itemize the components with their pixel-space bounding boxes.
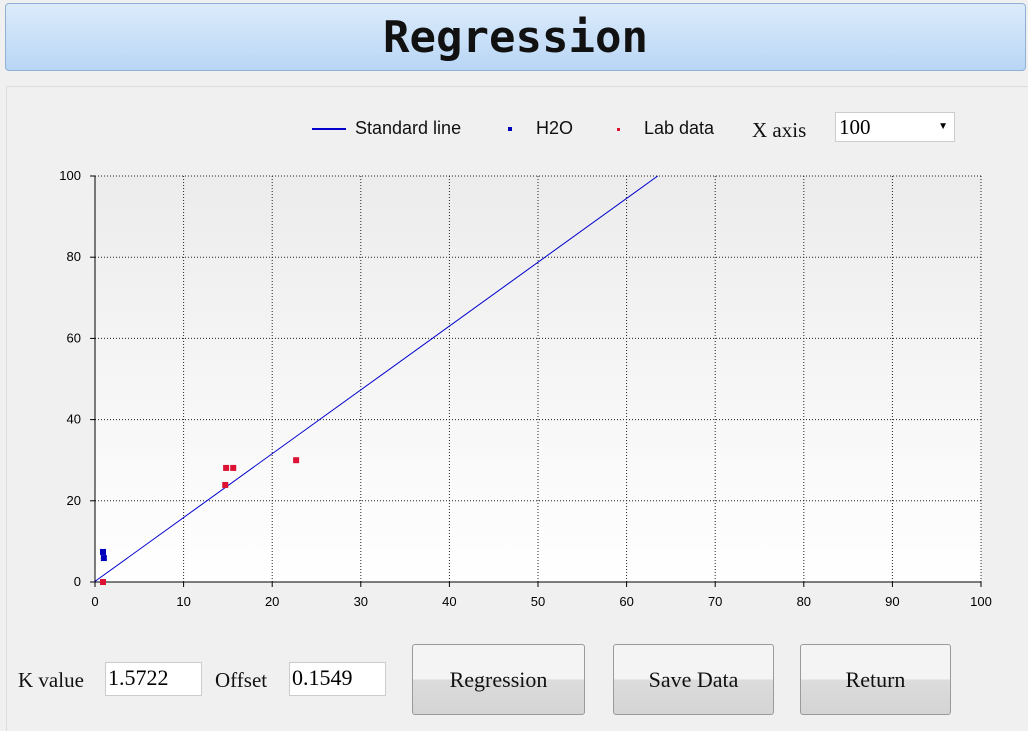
- x-tick-label: 100: [970, 594, 992, 609]
- x-tick-label: 40: [442, 594, 456, 609]
- y-tick-label: 60: [67, 330, 81, 345]
- plot-area: [95, 176, 981, 582]
- legend-h2o-swatch: [508, 127, 512, 131]
- standard-line: [94, 175, 658, 582]
- x-tick-label: 10: [176, 594, 190, 609]
- y-tick-label: 80: [67, 249, 81, 264]
- x-tick-label: 30: [354, 594, 368, 609]
- lab-data-point: [99, 579, 106, 585]
- chevron-down-icon: ▼: [938, 121, 948, 132]
- y-tick-label: 100: [59, 168, 81, 183]
- legend-lab-swatch: [617, 128, 620, 131]
- legend-lab-data: Lab data: [644, 118, 715, 138]
- legend-h2o: H2O: [536, 118, 574, 138]
- title-bar: Regression: [5, 3, 1026, 71]
- regression-button[interactable]: Regression: [412, 644, 585, 715]
- legend-standard-line: Standard line: [355, 118, 462, 138]
- x-tick-label: 70: [708, 594, 722, 609]
- offset-label: Offset: [215, 668, 268, 692]
- x-tick-label: 50: [531, 594, 545, 609]
- x-axis-label: X axis: [752, 118, 807, 142]
- lab-data-point: [223, 464, 230, 471]
- x-axis-value: 100: [839, 115, 871, 139]
- page-title: Regression: [383, 11, 648, 63]
- x-tick-label: 60: [619, 594, 633, 609]
- content-panel: [6, 86, 1028, 731]
- y-tick-label: 0: [74, 574, 81, 589]
- x-tick-label: 80: [797, 594, 811, 609]
- x-axis-select[interactable]: 100 ▼: [835, 112, 955, 142]
- k-value-label: K value: [18, 668, 84, 692]
- offset-input[interactable]: 0.1549: [289, 662, 386, 696]
- x-tick-label: 0: [91, 594, 98, 609]
- y-tick-label: 20: [67, 493, 81, 508]
- lab-data-point: [293, 457, 300, 464]
- h2o-point: [100, 555, 107, 562]
- h2o-point: [99, 548, 106, 555]
- y-tick-label: 40: [67, 412, 81, 427]
- save-data-button[interactable]: Save Data: [613, 644, 774, 715]
- lab-data-point: [222, 481, 229, 488]
- x-tick-label: 20: [265, 594, 279, 609]
- lab-data-point: [230, 464, 237, 471]
- k-value-input[interactable]: 1.5722: [105, 662, 202, 696]
- x-tick-label: 90: [885, 594, 899, 609]
- return-button[interactable]: Return: [800, 644, 951, 715]
